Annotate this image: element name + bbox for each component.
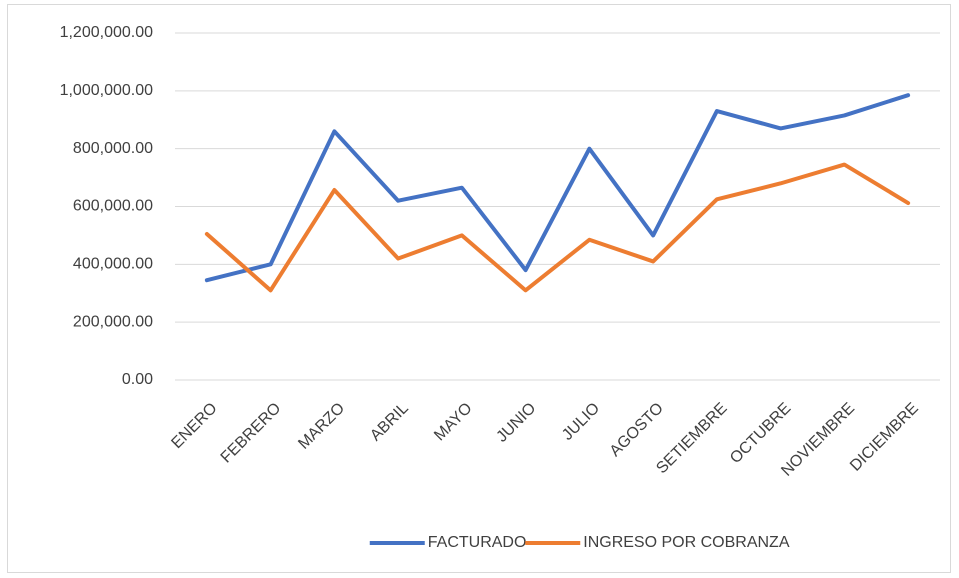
series-line	[204, 162, 911, 293]
series-line	[204, 93, 911, 283]
y-tick-label: 800,000.00	[73, 140, 153, 157]
legend-label: INGRESO POR COBRANZA	[583, 534, 790, 551]
y-tick-label: 600,000.00	[73, 198, 153, 215]
chart-border	[7, 4, 951, 573]
legend-label: FACTURADO	[428, 534, 527, 551]
y-tick-label: 1,000,000.00	[60, 82, 154, 99]
y-tick-label: 200,000.00	[73, 313, 153, 330]
y-tick-label: 1,200,000.00	[60, 24, 154, 41]
y-tick-label: 400,000.00	[73, 256, 153, 273]
y-tick-label: 0.00	[122, 371, 153, 388]
